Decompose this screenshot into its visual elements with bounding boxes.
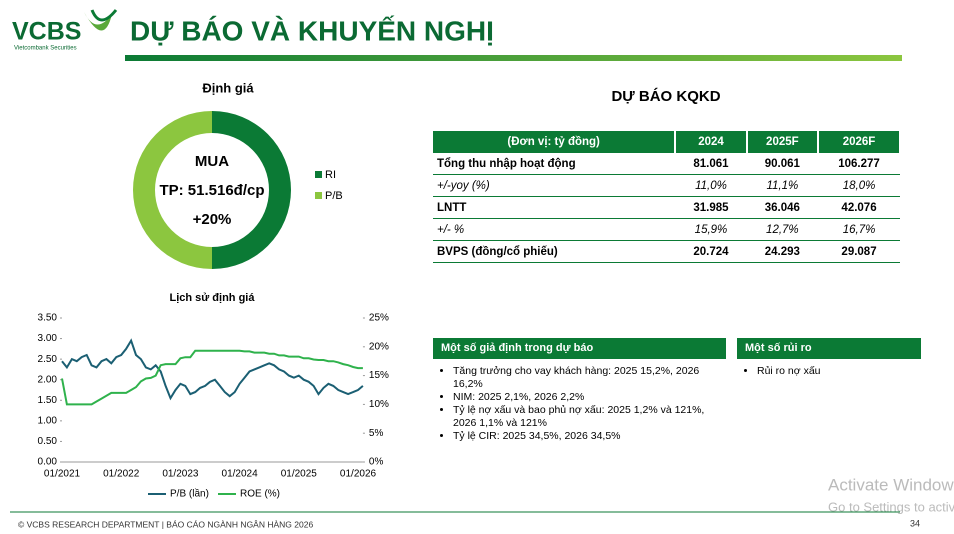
legend-swatch — [315, 192, 322, 199]
table-cell: 15,9% — [675, 218, 747, 241]
forecast-title: DỰ BÁO KQKD — [611, 88, 720, 105]
logo-mark — [84, 12, 112, 31]
x-tick-label: 01/2026 — [340, 469, 377, 480]
y2-tick-label: 0% — [369, 457, 384, 468]
header-cell: 2026F — [818, 131, 901, 153]
table-cell: +/-yoy (%) — [433, 174, 676, 197]
legend-swatch — [315, 171, 322, 178]
y-tick-label: 3.00 — [38, 333, 58, 344]
legend-label: ROE (%) — [240, 489, 280, 500]
x-tick-label: 01/2024 — [222, 469, 259, 480]
assumption-item: Tỷ lệ CIR: 2025 34,5%, 2026 34,5% — [453, 430, 726, 443]
x-tick-label: 01/2021 — [44, 469, 81, 480]
page-number: 34 — [910, 518, 920, 528]
table-cell: 16,7% — [818, 218, 900, 241]
table-cell: 81.061 — [675, 152, 747, 175]
footer: © VCBS RESEARCH DEPARTMENT | BÁO CÁO NGÀ… — [18, 519, 313, 529]
table-row: Tổng thu nhập hoạt động 81.061 90.061 106.2… — [433, 152, 900, 175]
table-cell: 29.087 — [818, 240, 900, 263]
legend-label: P/B — [325, 190, 343, 202]
table-cell: 90.061 — [746, 152, 819, 175]
y-tick-label: 1.00 — [38, 415, 58, 426]
target-price: TP: 51.516đ/cp — [159, 182, 264, 199]
assumption-item: NIM: 2025 2,1%, 2026 2,2% — [453, 391, 726, 404]
table-cell: 20.724 — [675, 240, 747, 263]
forecast-table-wrap: (Đơn vị: tỷ đồng) 2024 2025F 2026F Tổng thu … — [433, 131, 901, 263]
table-cell: 42.076 — [818, 196, 900, 219]
title-bar — [125, 55, 902, 61]
table-row: BVPS (đồng/cổ phiếu) 20.724 24.293 29.087 — [433, 240, 900, 263]
table-cell: 18,0% — [818, 174, 900, 197]
risks-box: Một số rủi ro Rủi ro nợ xấu — [737, 338, 921, 378]
y2-tick-label: 5% — [369, 428, 384, 439]
assumptions-box: Một số giả định trong dự báo Tăng trưởng… — [433, 338, 726, 443]
table-cell: 106.277 — [818, 152, 900, 175]
table-cell: 31.985 — [675, 196, 747, 219]
y-tick-label: 0.00 — [38, 457, 58, 468]
watermark-sub: Go to Settings to activate Windows. — [828, 499, 954, 514]
table-row: LNTT 31.985 36.046 42.076 — [433, 196, 900, 219]
table-cell: BVPS (đồng/cổ phiếu) — [433, 240, 676, 263]
donut-segment — [133, 111, 212, 269]
logo-swoosh — [90, 9, 118, 22]
x-tick-label: 01/2023 — [162, 469, 199, 480]
legend-label: RI — [325, 169, 336, 181]
upside: +20% — [193, 211, 232, 228]
y-tick-label: 1.50 — [38, 395, 58, 406]
table-row: +/-yoy (%) 11,0% 11,1% 18,0% — [433, 174, 900, 197]
table-header: (Đơn vị: tỷ đồng) 2024 2025F 2026F — [433, 131, 901, 153]
header-cell: (Đơn vị: tỷ đồng) — [433, 131, 677, 153]
table-cell: 11,0% — [675, 174, 747, 197]
header-cell: 2025F — [746, 131, 820, 153]
y2-tick-label: 20% — [369, 341, 389, 352]
table-cell: LNTT — [433, 196, 676, 219]
y-tick-label: 2.50 — [38, 354, 58, 365]
table-cell: Tổng thu nhập hoạt động — [433, 152, 676, 175]
line-series — [61, 349, 363, 406]
y-tick-label: 3.50 — [38, 313, 58, 324]
assumption-item: Tăng trưởng cho vay khách hàng: 2025 15,… — [453, 365, 726, 391]
risk-list: Rủi ro nợ xấu — [737, 365, 921, 378]
table-cell: 11,1% — [746, 174, 819, 197]
watermark: Activate Windows — [828, 475, 954, 494]
assumption-list: Tăng trưởng cho vay khách hàng: 2025 15,… — [433, 365, 726, 443]
risk-item: Rủi ro nợ xấu — [757, 365, 921, 378]
donut-segment — [212, 111, 291, 269]
table-body: Tổng thu nhập hoạt động 81.061 90.061 106.2… — [433, 152, 900, 263]
logo-sub: Vietcombank Securities — [14, 46, 77, 52]
slide-title: DỰ BÁO VÀ KHUYẾN NGHỊ — [130, 15, 494, 46]
donut-title: Định giá — [202, 80, 254, 95]
recommendation: MUA — [195, 153, 229, 170]
header-cell: 2024 — [675, 131, 748, 153]
line-series — [61, 338, 364, 401]
y2-tick-label: 25% — [369, 313, 389, 324]
table-cell: 36.046 — [746, 196, 819, 219]
y2-tick-label: 15% — [369, 370, 389, 381]
table-cell: 24.293 — [746, 240, 819, 263]
assumption-item: Tỷ lệ nợ xấu và bao phủ nợ xấu: 2025 1,2… — [453, 404, 726, 430]
legend-label: P/B (lần) — [170, 488, 209, 500]
box-title: Một số giả định trong dự báo — [433, 338, 726, 359]
y-tick-label: 2.00 — [38, 374, 58, 385]
box-title: Một số rủi ro — [737, 338, 921, 359]
table-cell: +/- % — [433, 218, 676, 241]
logo: VCBS — [12, 18, 81, 46]
chart-title: Lịch sử định giá — [170, 292, 256, 304]
forecast-table: (Đơn vị: tỷ đồng) 2024 2025F 2026F Tổng thu … — [433, 131, 901, 263]
x-tick-label: 01/2025 — [281, 469, 318, 480]
y2-tick-label: 10% — [369, 399, 389, 410]
y-tick-label: 0.50 — [38, 436, 58, 447]
x-tick-label: 01/2022 — [103, 469, 140, 480]
table-cell: 12,7% — [746, 218, 819, 241]
table-row: +/- % 15,9% 12,7% 16,7% — [433, 218, 900, 241]
